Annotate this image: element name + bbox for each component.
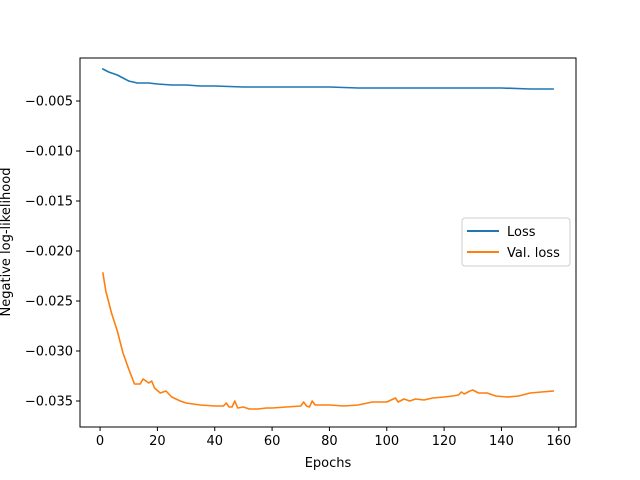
y-tick-label: −0.030 [25,345,73,360]
x-tick-label: 160 [546,434,571,449]
y-tick-label: −0.020 [25,245,73,260]
x-tick-label: 60 [264,434,281,449]
series-layer [101,67,554,410]
y-tick-label: −0.035 [25,395,73,410]
y-axis: −0.005 −0.010 −0.015 −0.020 −0.025 −0.030 −0.0… [25,95,80,410]
x-tick-label: 120 [432,434,457,449]
x-tick-label: 0 [96,434,104,449]
legend: Loss Val. loss [461,217,571,267]
y-tick-label: −0.005 [25,95,73,110]
y-axis-label: Negative log-likelihood [0,168,14,317]
x-tick-label: 20 [149,434,166,449]
x-axis-label: Epochs [305,456,352,471]
series-line-loss [101,67,554,90]
y-tick-label: −0.025 [25,295,73,310]
legend-label-val-loss: Val. loss [507,246,560,261]
x-tick-label: 40 [206,434,223,449]
x-tick-label: 100 [374,434,399,449]
series-line-val-loss [101,272,554,410]
legend-label-loss: Loss [507,225,536,240]
plot-frame [79,57,577,428]
x-axis: 0 20 40 60 80 100 120 140 160 [96,427,571,449]
y-tick-label: −0.010 [25,145,73,160]
x-tick-label: 140 [489,434,514,449]
y-tick-label: −0.015 [25,195,73,210]
x-tick-label: 80 [321,434,338,449]
